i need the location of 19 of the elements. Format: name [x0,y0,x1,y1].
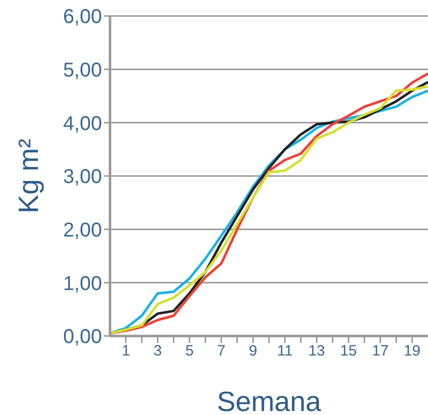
y-tick-label: 5,00 [63,59,102,82]
y-tick-label: 6,00 [63,6,102,28]
x-tick-label: 15 [340,342,357,360]
y-tick-label: 0,00 [63,326,102,348]
y-tick-label: 3,00 [63,166,102,188]
y-tick-label: 4,00 [63,112,102,135]
y-tick-label: 1,00 [63,272,102,295]
x-tick-label: 9 [248,342,258,360]
y-tick-label: 2,00 [63,219,102,242]
x-tick-label: 5 [185,342,194,360]
x-tick-label: 7 [217,342,226,360]
x-tick-label: 11 [277,342,293,360]
x-axis-title: Semana [216,386,322,415]
x-tick-label: 3 [154,342,162,360]
x-tick-label: 13 [308,342,326,360]
y-axis-title: Kg m² [12,138,44,214]
x-tick-label: 19 [404,342,420,360]
x-tick-label: 17 [372,342,389,360]
x-tick-label: 1 [122,342,130,360]
